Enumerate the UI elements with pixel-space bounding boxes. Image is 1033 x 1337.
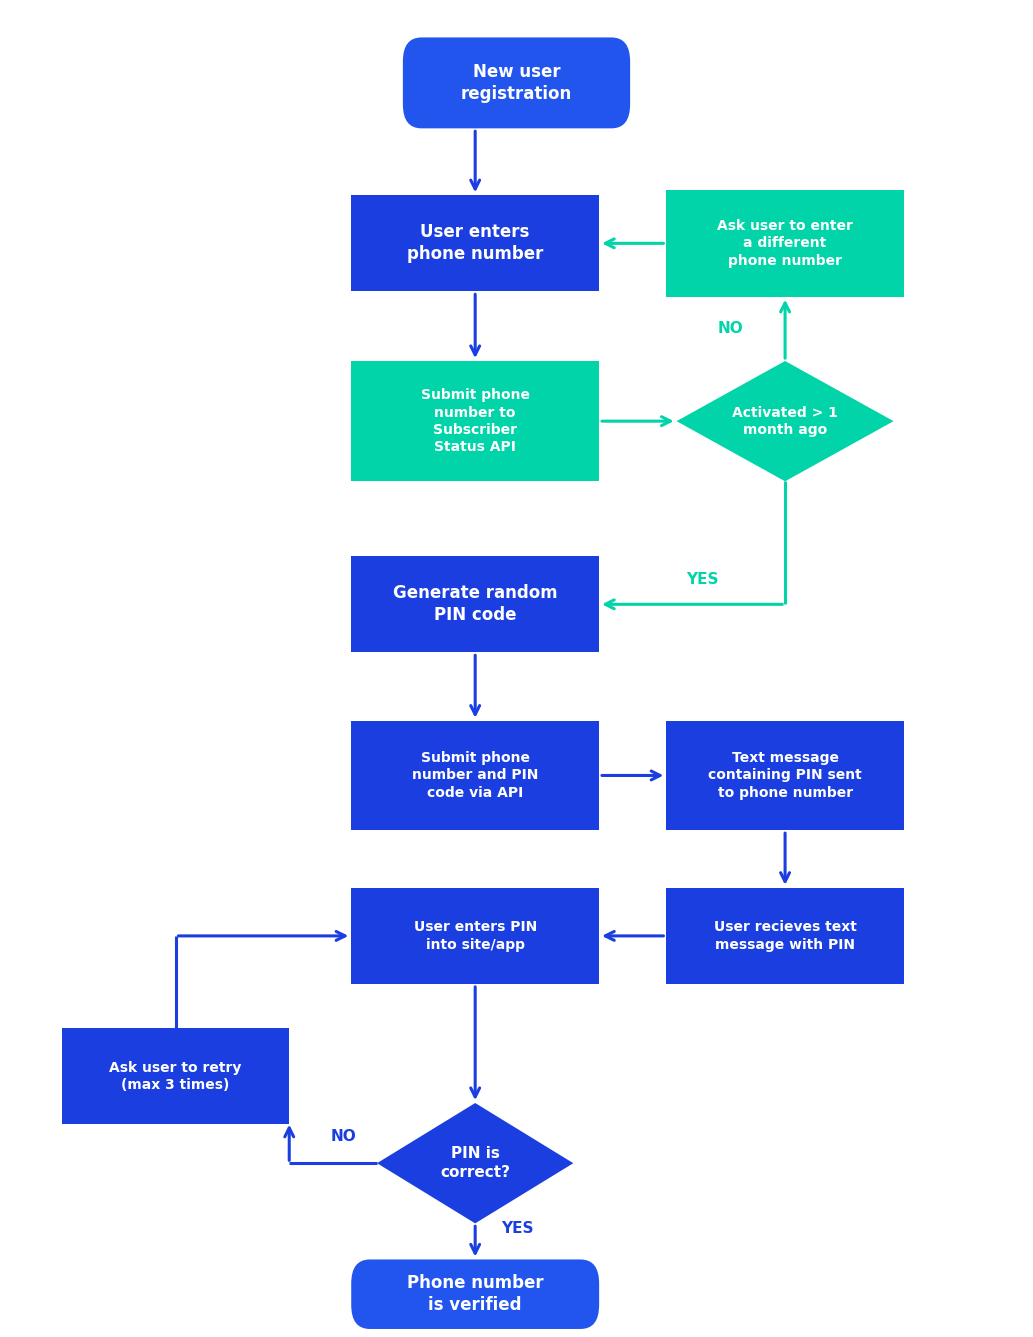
Text: Generate random
PIN code: Generate random PIN code: [393, 584, 558, 624]
FancyBboxPatch shape: [403, 37, 630, 128]
Text: YES: YES: [686, 572, 719, 587]
Text: Submit phone
number and PIN
code via API: Submit phone number and PIN code via API: [412, 751, 538, 800]
Bar: [351, 361, 599, 481]
Bar: [666, 888, 904, 984]
Text: New user
registration: New user registration: [461, 63, 572, 103]
Text: User recieves text
message with PIN: User recieves text message with PIN: [714, 920, 856, 952]
Text: YES: YES: [501, 1221, 533, 1235]
Text: Ask user to retry
(max 3 times): Ask user to retry (max 3 times): [109, 1060, 242, 1092]
Polygon shape: [677, 361, 894, 481]
Text: Submit phone
number to
Subscriber
Status API: Submit phone number to Subscriber Status…: [420, 388, 530, 455]
Bar: [351, 195, 599, 291]
Bar: [351, 721, 599, 830]
Bar: [351, 556, 599, 652]
Text: NO: NO: [718, 321, 744, 337]
Text: User enters PIN
into site/app: User enters PIN into site/app: [413, 920, 537, 952]
Text: NO: NO: [331, 1130, 356, 1144]
Bar: [666, 721, 904, 830]
Text: PIN is
correct?: PIN is correct?: [440, 1146, 510, 1181]
Text: User enters
phone number: User enters phone number: [407, 223, 543, 263]
Bar: [666, 190, 904, 297]
Polygon shape: [377, 1103, 573, 1223]
Text: Phone number
is verified: Phone number is verified: [407, 1274, 543, 1314]
Text: Activated > 1
month ago: Activated > 1 month ago: [732, 405, 838, 437]
FancyBboxPatch shape: [351, 1259, 599, 1329]
Text: Ask user to enter
a different
phone number: Ask user to enter a different phone numb…: [717, 219, 853, 267]
Bar: [62, 1028, 289, 1124]
Text: Text message
containing PIN sent
to phone number: Text message containing PIN sent to phon…: [709, 751, 862, 800]
Bar: [351, 888, 599, 984]
